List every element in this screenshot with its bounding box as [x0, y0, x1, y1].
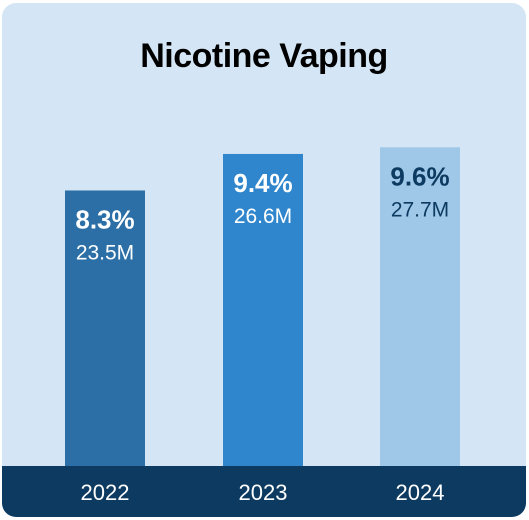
x-tick-label: 2024 — [396, 480, 445, 505]
bar-chart: 8.3% 23.5M 2022 9.4% 26.6M 2023 9.6% 27.7M 2024 — [65, 147, 460, 505]
x-tick-label: 2023 — [239, 480, 288, 505]
chart-title: Nicotine Vaping — [140, 37, 388, 75]
bar-2022 — [65, 190, 145, 466]
bar-value-label: 9.4% — [233, 168, 292, 198]
bar-count-label: 26.6M — [234, 205, 292, 228]
bar-2024 — [380, 147, 460, 467]
bar-count-label: 23.5M — [76, 241, 134, 264]
x-axis-band — [2, 466, 526, 517]
bar-2023 — [223, 153, 303, 467]
bar-count-label: 27.7M — [391, 198, 449, 221]
bar-value-label: 8.3% — [75, 204, 134, 234]
bar-value-label: 9.6% — [390, 161, 449, 191]
x-tick-label: 2022 — [81, 480, 130, 505]
chart-card: Nicotine Vaping 8.3% 23.5M 2022 9.4% 26.6M 20… — [2, 3, 526, 517]
